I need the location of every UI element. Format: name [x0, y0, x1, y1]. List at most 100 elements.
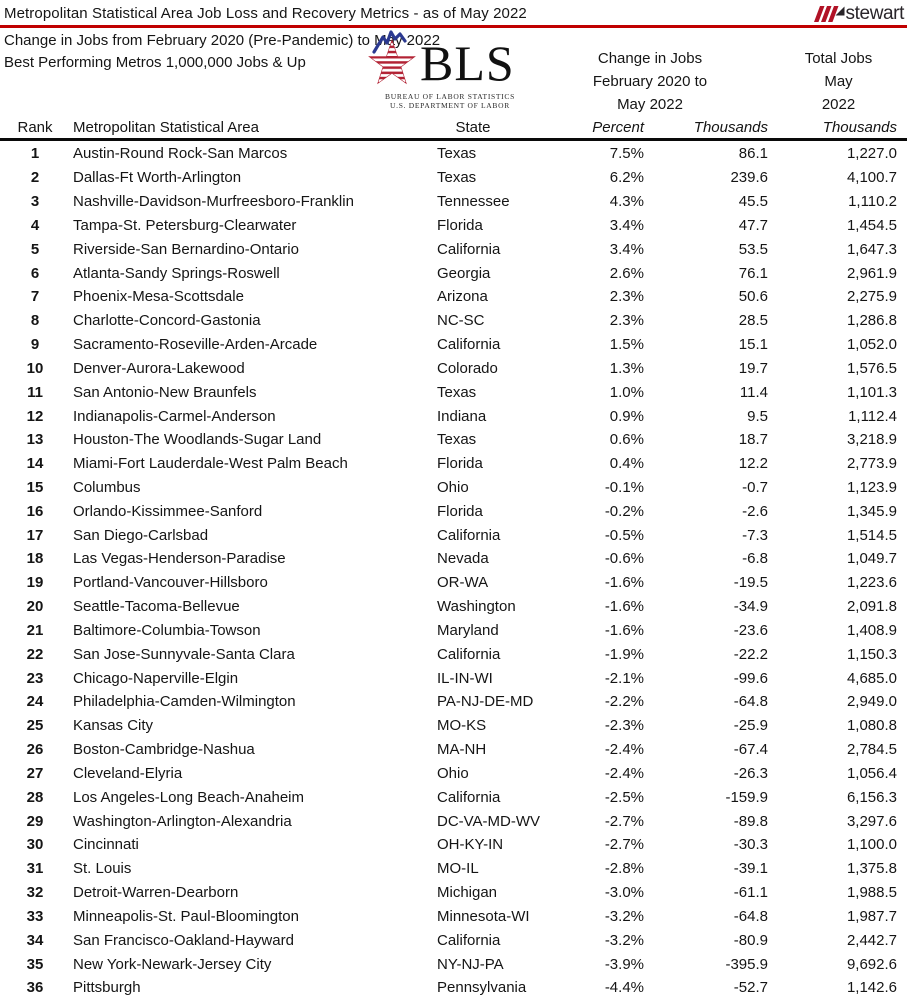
total-jobs-cell: 1,454.5 — [846, 216, 897, 234]
metro-area-cell: Philadelphia-Camden-Wilmington — [73, 693, 296, 711]
group-total-line-1: Total Jobs — [804, 50, 873, 67]
rank-cell: 2 — [30, 169, 40, 187]
column-group-total-jobs: Total Jobs May 2022 — [775, 47, 902, 116]
table-row: 9 Sacramento-Roseville-Arden-Arcade Cali… — [0, 333, 907, 357]
table-row: 30 Cincinnati OH-KY-IN -2.7% -30.3 1,100… — [0, 833, 907, 857]
state-cell: Florida — [437, 502, 483, 520]
table-row: 20 Seattle-Tacoma-Bellevue Washington -1… — [0, 595, 907, 619]
thousands-cell: -52.7 — [733, 979, 768, 997]
rank-cell: 36 — [26, 979, 44, 997]
percent-cell: 1.5% — [609, 336, 644, 354]
rank-cell: 31 — [26, 860, 44, 878]
total-jobs-cell: 1,987.7 — [846, 907, 897, 925]
metro-area-cell: Orlando-Kissimmee-Sanford — [73, 502, 263, 520]
state-cell: Florida — [437, 455, 483, 473]
rank-cell: 20 — [26, 598, 44, 616]
percent-cell: -3.2% — [604, 931, 644, 949]
metro-area-cell: Detroit-Warren-Dearborn — [73, 884, 239, 902]
rank-cell: 26 — [26, 741, 44, 759]
metro-area-cell: Seattle-Tacoma-Bellevue — [73, 598, 240, 616]
thousands-cell: -30.3 — [733, 836, 768, 854]
total-jobs-cell: 1,052.0 — [846, 336, 897, 354]
state-cell: Georgia — [437, 264, 491, 282]
table-row: 14 Miami-Fort Lauderdale-West Palm Beach… — [0, 452, 907, 476]
column-header-metro-area: Metropolitan Statistical Area — [73, 119, 259, 136]
rank-cell: 13 — [26, 431, 44, 449]
percent-cell: -2.8% — [604, 860, 644, 878]
rank-cell: 1 — [30, 145, 40, 163]
subtitle-line-1: Change in Jobs from February 2020 (Pre-P… — [4, 32, 441, 49]
percent-cell: -2.3% — [604, 717, 644, 735]
total-jobs-cell: 2,442.7 — [846, 931, 897, 949]
metro-area-cell: Charlotte-Concord-Gastonia — [73, 312, 261, 330]
metro-area-cell: Washington-Arlington-Alexandria — [73, 812, 292, 830]
percent-cell: -2.5% — [604, 788, 644, 806]
thousands-cell: -64.8 — [733, 693, 768, 711]
table-row: 36 Pittsburgh Pennsylvania -4.4% -52.7 1… — [0, 976, 907, 1000]
metro-area-cell: Cincinnati — [73, 836, 139, 854]
subtitle-line-2: Best Performing Metros 1,000,000 Jobs & … — [4, 54, 306, 71]
metro-area-cell: New York-Newark-Jersey City — [73, 955, 272, 973]
percent-cell: 1.3% — [609, 359, 644, 377]
thousands-cell: 76.1 — [738, 264, 768, 282]
percent-cell: -1.9% — [604, 645, 644, 663]
total-jobs-cell: 4,100.7 — [846, 169, 897, 187]
percent-cell: -1.6% — [604, 574, 644, 592]
table-row: 21 Baltimore-Columbia-Towson Maryland -1… — [0, 619, 907, 643]
percent-cell: 0.9% — [609, 407, 644, 425]
bls-logo: BLS BUREAU OF LABOR STATISTICS U.S. DEPA… — [362, 30, 538, 110]
rank-cell: 7 — [30, 288, 40, 306]
total-jobs-cell: 1,100.0 — [846, 836, 897, 854]
page-title: Metropolitan Statistical Area Job Loss a… — [4, 5, 527, 22]
bls-caption-line-2: U.S. DEPARTMENT OF LABOR — [390, 101, 510, 110]
metro-area-cell: Kansas City — [73, 717, 154, 735]
group-total-line-2: May — [824, 73, 853, 90]
metro-area-cell: Houston-The Woodlands-Sugar Land — [73, 431, 322, 449]
subtitles: Change in Jobs from February 2020 (Pre-P… — [0, 28, 907, 74]
metro-area-cell: Baltimore-Columbia-Towson — [73, 621, 261, 639]
metro-area-cell: Tampa-St. Petersburg-Clearwater — [73, 216, 297, 234]
total-jobs-cell: 1,647.3 — [846, 240, 897, 258]
metro-area-cell: St. Louis — [73, 860, 132, 878]
state-cell: Ohio — [437, 764, 469, 782]
bls-star-icon: BLS — [368, 30, 514, 91]
rank-cell: 32 — [26, 884, 44, 902]
table-row: 1 Austin-Round Rock-San Marcos Texas 7.5… — [0, 142, 907, 166]
rank-cell: 21 — [26, 621, 44, 639]
percent-cell: 2.3% — [609, 312, 644, 330]
table-row: 33 Minneapolis-St. Paul-Bloomington Minn… — [0, 905, 907, 929]
table-row: 16 Orlando-Kissimmee-Sanford Florida -0.… — [0, 499, 907, 523]
thousands-cell: -61.1 — [733, 884, 768, 902]
state-cell: California — [437, 240, 501, 258]
rank-cell: 22 — [26, 645, 44, 663]
table-row: 34 San Francisco-Oakland-Hayward Califor… — [0, 928, 907, 952]
percent-cell: 7.5% — [609, 145, 644, 163]
thousands-cell: 45.5 — [738, 193, 768, 211]
rank-cell: 33 — [26, 907, 44, 925]
percent-cell: -2.7% — [604, 836, 644, 854]
rank-cell: 17 — [26, 526, 44, 544]
table-row: 17 San Diego-Carlsbad California -0.5% -… — [0, 523, 907, 547]
metro-area-cell: Boston-Cambridge-Nashua — [73, 741, 255, 759]
total-jobs-cell: 1,223.6 — [846, 574, 897, 592]
thousands-cell: 15.1 — [738, 336, 768, 354]
state-cell: California — [437, 336, 501, 354]
rank-cell: 9 — [30, 336, 40, 354]
stewart-slashes-icon — [813, 5, 845, 22]
table-row: 18 Las Vegas-Henderson-Paradise Nevada -… — [0, 547, 907, 571]
rank-cell: 16 — [26, 502, 44, 520]
thousands-cell: -395.9 — [725, 955, 768, 973]
thousands-cell: -6.8 — [742, 550, 768, 568]
metro-area-cell: Denver-Aurora-Lakewood — [73, 359, 245, 377]
table-row: 6 Atlanta-Sandy Springs-Roswell Georgia … — [0, 261, 907, 285]
thousands-cell: 239.6 — [730, 169, 768, 187]
percent-cell: -2.7% — [604, 812, 644, 830]
rank-cell: 35 — [26, 955, 44, 973]
total-jobs-cell: 2,091.8 — [846, 598, 897, 616]
rank-cell: 19 — [26, 574, 44, 592]
state-cell: NC-SC — [437, 312, 485, 330]
state-cell: Pennsylvania — [437, 979, 527, 997]
group-change-line-3: May 2022 — [617, 96, 683, 113]
table-row: 35 New York-Newark-Jersey City NY-NJ-PA … — [0, 952, 907, 976]
